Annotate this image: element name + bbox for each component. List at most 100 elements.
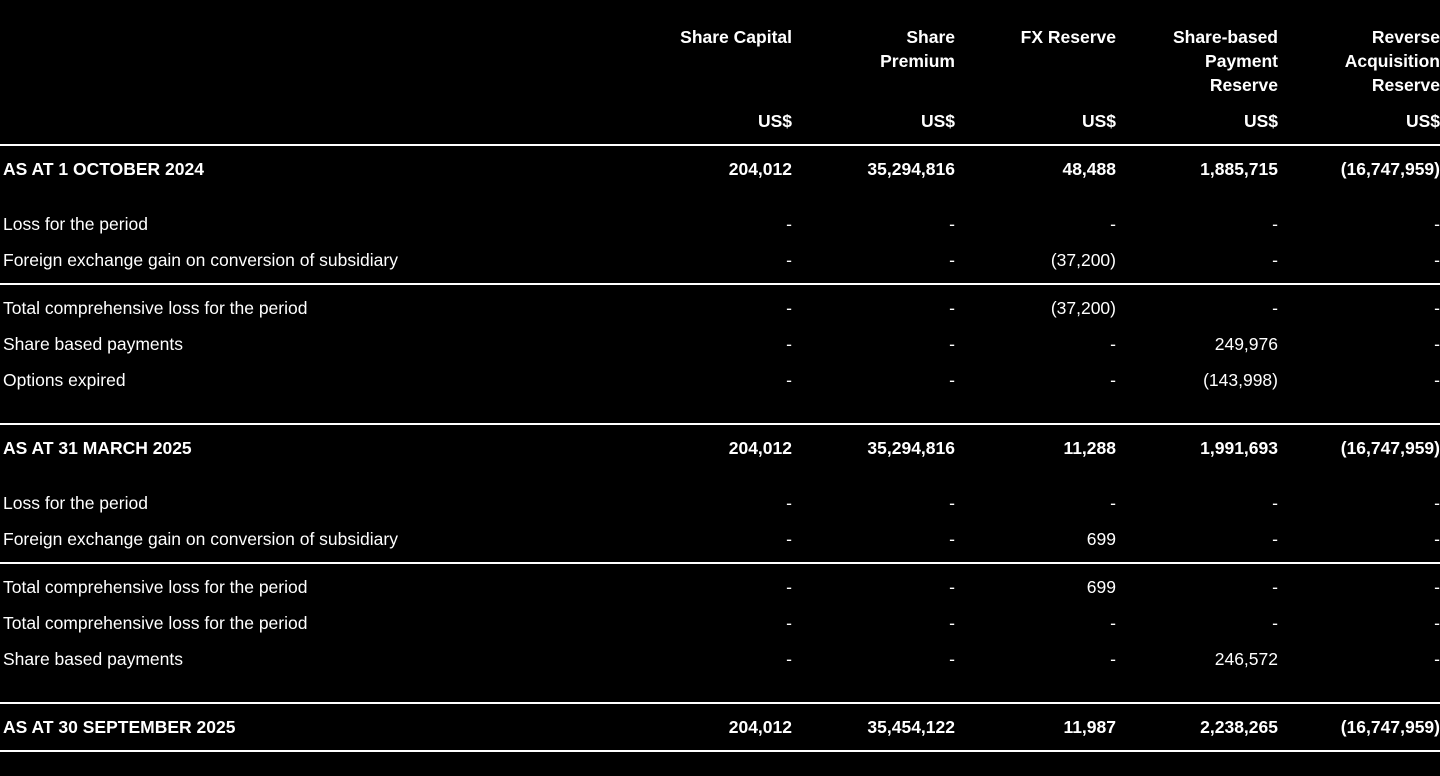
row-label: Total comprehensive loss for the period <box>3 612 308 633</box>
cell-value: (16,747,959) <box>1340 158 1440 179</box>
column-header-reverse-acquisition-reserve: Reverse Acquisition Reserve <box>1344 27 1440 95</box>
row-label: Total comprehensive loss for the period <box>3 576 308 597</box>
row-label: AS AT 30 SEPTEMBER 2025 <box>3 716 236 737</box>
cell-value: - <box>1434 369 1440 390</box>
cell-value: - <box>1110 612 1116 633</box>
cell-value: - <box>1434 648 1440 669</box>
cell-value: - <box>786 528 792 549</box>
cell-value: - <box>1434 492 1440 513</box>
cell-value: 2,238,265 <box>1200 716 1278 737</box>
rule-line <box>0 283 1440 285</box>
cell-value: - <box>1434 576 1440 597</box>
row-label: AS AT 1 OCTOBER 2024 <box>3 158 204 179</box>
cell-value: 48,488 <box>1062 158 1116 179</box>
total-row: AS AT 1 OCTOBER 2024 204,012 35,294,816 48,… <box>0 146 1440 192</box>
rule-line <box>0 562 1440 564</box>
table-row: Share based payments - - - 249,976 - <box>0 326 1440 362</box>
row-label: Loss for the period <box>3 492 148 513</box>
column-header-share-capital: Share Capital <box>680 27 792 47</box>
cell-value: 11,288 <box>1063 437 1116 458</box>
cell-value: 699 <box>1086 576 1116 597</box>
cell-value: - <box>786 213 792 234</box>
cell-value: 35,294,816 <box>867 158 955 179</box>
cell-value: - <box>1434 297 1440 318</box>
section-rule <box>0 677 1440 704</box>
table-row: Total comprehensive loss for the period -… <box>0 290 1440 326</box>
cell-value: - <box>1110 369 1116 390</box>
cell-value: - <box>786 369 792 390</box>
cell-value: 204,012 <box>728 437 792 458</box>
column-header-fx-reserve: FX Reserve <box>1020 27 1116 47</box>
table-row: Foreign exchange gain on conversion of s… <box>0 242 1440 278</box>
cell-value: 204,012 <box>728 716 792 737</box>
table-body: AS AT 1 OCTOBER 2024 204,012 35,294,816 48,… <box>0 146 1440 752</box>
cell-value: - <box>1272 249 1278 270</box>
cell-value: - <box>1110 492 1116 513</box>
column-header-share-premium: Share Premium <box>880 27 955 71</box>
cell-value: - <box>786 492 792 513</box>
section-rule <box>0 278 1440 290</box>
cell-value: - <box>1272 528 1278 549</box>
cell-value: (143,998) <box>1203 369 1278 390</box>
cell-value: - <box>949 576 955 597</box>
cell-value: 699 <box>1086 528 1116 549</box>
cell-value: - <box>1272 213 1278 234</box>
cell-value: - <box>1434 528 1440 549</box>
cell-value: - <box>786 612 792 633</box>
cell-value: - <box>949 249 955 270</box>
cell-value: - <box>1272 297 1278 318</box>
cell-value: 246,572 <box>1214 648 1278 669</box>
column-units-row: US$ US$ US$ US$ US$ <box>0 109 1440 144</box>
table-row: Loss for the period - - - - - <box>0 485 1440 521</box>
rule-line <box>0 702 1440 704</box>
row-label: Share based payments <box>3 648 183 669</box>
cell-value: - <box>786 648 792 669</box>
cell-value: - <box>949 492 955 513</box>
cell-value: (16,747,959) <box>1340 437 1440 458</box>
cell-value: - <box>949 612 955 633</box>
row-label: Total comprehensive loss for the period <box>3 297 308 318</box>
cell-value: 11,987 <box>1063 716 1116 737</box>
cell-value: - <box>1272 576 1278 597</box>
table-row: Total comprehensive loss for the period -… <box>0 605 1440 641</box>
column-unit: US$ <box>920 111 955 131</box>
cell-value: - <box>949 648 955 669</box>
cell-value: - <box>1272 612 1278 633</box>
cell-value: - <box>949 369 955 390</box>
total-row: AS AT 31 MARCH 2025 204,012 35,294,816 11,2… <box>0 425 1440 471</box>
row-label: Options expired <box>3 369 126 390</box>
cell-value: - <box>1434 333 1440 354</box>
table-row: Total comprehensive loss for the period -… <box>0 569 1440 605</box>
cell-value: - <box>1434 213 1440 234</box>
cell-value: - <box>1434 249 1440 270</box>
column-unit: US$ <box>1405 111 1440 131</box>
cell-value: 204,012 <box>728 158 792 179</box>
cell-value: 1,885,715 <box>1200 158 1278 179</box>
column-unit: US$ <box>1243 111 1278 131</box>
cell-value: - <box>786 297 792 318</box>
cell-value: 1,991,693 <box>1200 437 1278 458</box>
cell-value: 35,294,816 <box>867 437 955 458</box>
cell-value: (16,747,959) <box>1340 716 1440 737</box>
cell-value: - <box>949 213 955 234</box>
cell-value: - <box>1110 648 1116 669</box>
cell-value: - <box>786 333 792 354</box>
table-row: Foreign exchange gain on conversion of s… <box>0 521 1440 557</box>
column-header-share-based-payment-reserve: Share-based Payment Reserve <box>1172 27 1278 95</box>
row-spacer <box>0 471 1440 485</box>
rule-line <box>0 423 1440 425</box>
column-titles-row: Share Capital Share Premium FX Reserve S… <box>0 0 1440 97</box>
table-row: Options expired - - - (143,998) - <box>0 362 1440 398</box>
total-row: AS AT 30 SEPTEMBER 2025 204,012 35,454,122… <box>0 704 1440 750</box>
cell-value: 249,976 <box>1214 333 1278 354</box>
cell-value: - <box>949 528 955 549</box>
row-label: Loss for the period <box>3 213 148 234</box>
row-label: Foreign exchange gain on conversion of s… <box>3 249 398 270</box>
row-spacer <box>0 192 1440 206</box>
table-header: Share Capital Share Premium FX Reserve S… <box>0 0 1440 146</box>
cell-value: - <box>786 576 792 597</box>
row-label: Foreign exchange gain on conversion of s… <box>3 528 398 549</box>
column-unit: US$ <box>757 111 792 131</box>
table-row: Share based payments - - - 246,572 - <box>0 641 1440 677</box>
